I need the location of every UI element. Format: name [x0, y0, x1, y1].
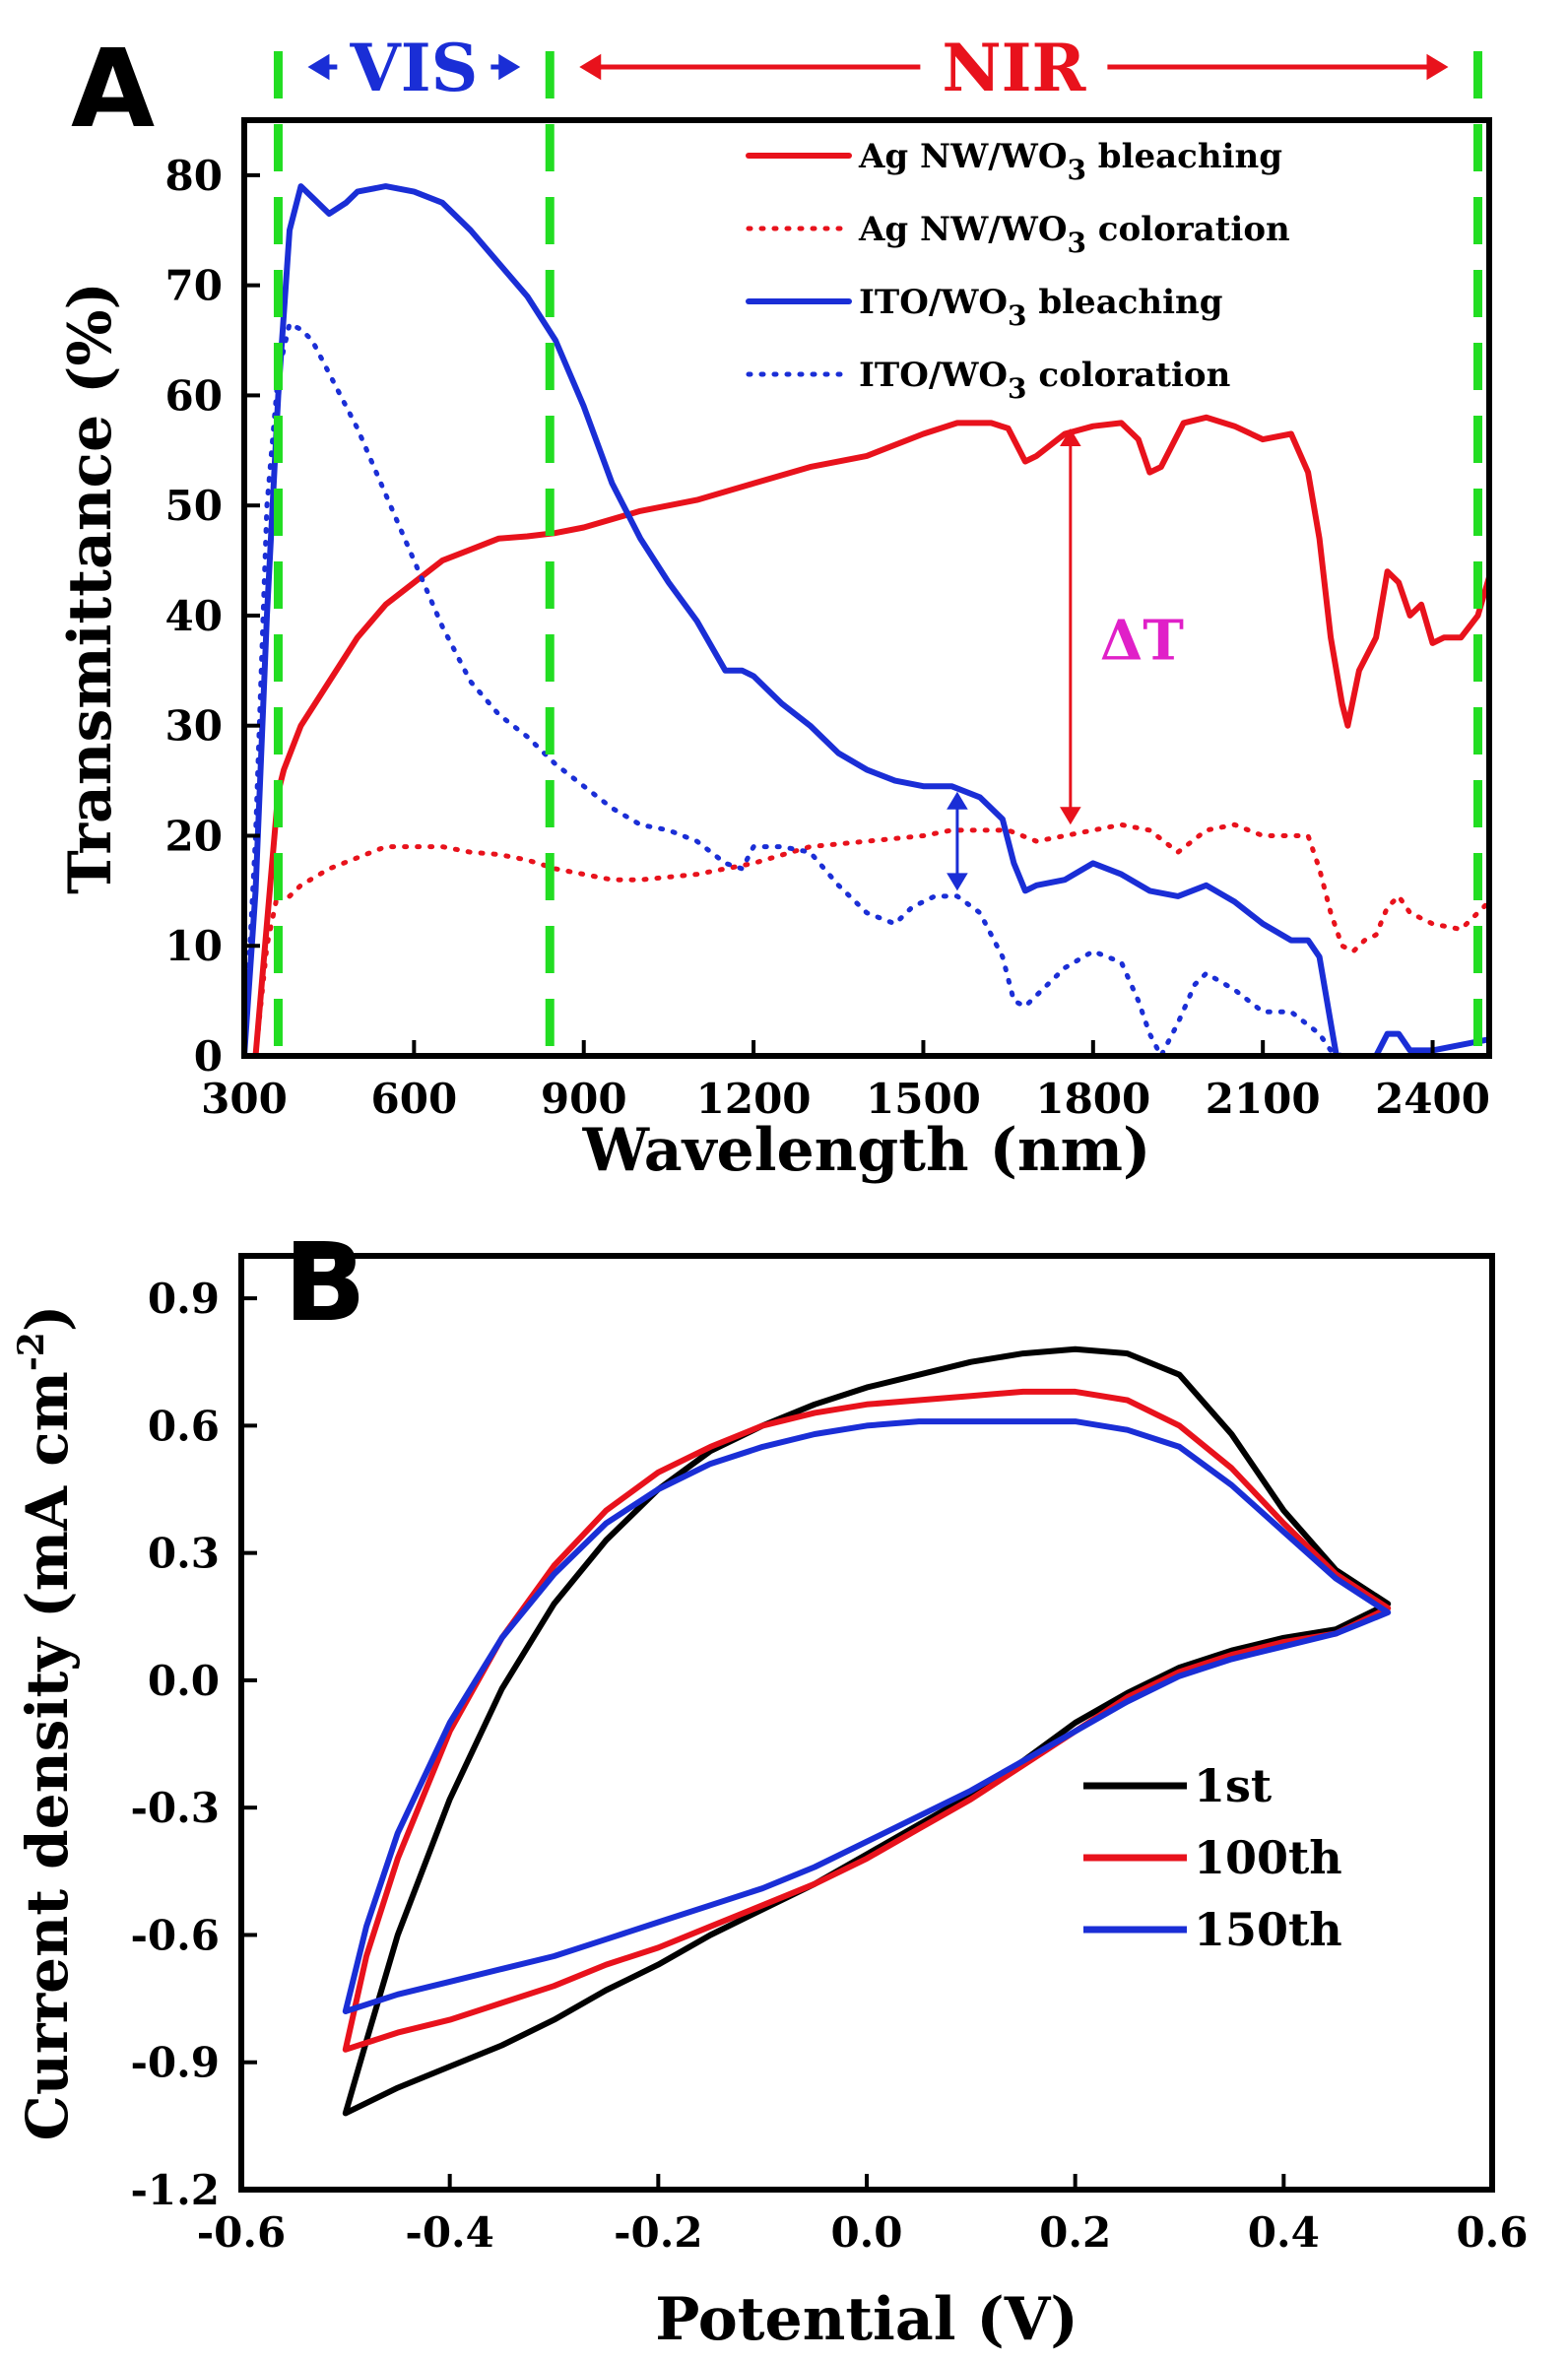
- legend-entry-suffix-0: bleaching: [1086, 137, 1282, 176]
- region-label-0: VIS: [349, 30, 478, 106]
- legend-entry-name-2: ITO/WO: [859, 283, 1008, 322]
- y-tick-label-a-4: 40: [165, 592, 223, 640]
- x-axis-label-a: Wavelength (nm): [582, 1116, 1151, 1185]
- legend-entry-name-3: ITO/WO: [859, 356, 1008, 395]
- legend-entry-0: Ag NW/WO3 bleaching: [858, 137, 1282, 186]
- x-tick-label-b-3: 0.0: [830, 2208, 902, 2257]
- region-arrow-right-head-0: [498, 53, 521, 81]
- panel-label-a: A: [71, 26, 155, 152]
- y-tick-label-a-8: 80: [165, 152, 223, 200]
- transmittance-chart: A ΔT 300 600 900 1200 1500 1800 2100 2400 0 10 20 30…: [56, 26, 1492, 1185]
- x-tick-label-a-5: 1800: [1035, 1075, 1150, 1123]
- legend-entry-suffix-1: coloration: [1086, 210, 1290, 249]
- cv-loop-0: [342, 1345, 1392, 2117]
- region-arrow-left-head-1: [579, 53, 602, 81]
- y-tick-label-a-6: 60: [165, 371, 223, 420]
- delta-t-annotation: ΔT: [1100, 608, 1184, 673]
- legend-b-entry-2: 150th: [1194, 1903, 1342, 1956]
- plot-area-a: ΔT: [241, 183, 1492, 1059]
- y-tick-label-b-3: -0.3: [130, 1784, 220, 1832]
- x-tick-label-b-4: 0.2: [1039, 2208, 1111, 2257]
- x-tick-label-a-0: 300: [201, 1075, 288, 1123]
- legend-entry-sub-2: 3: [1008, 299, 1026, 332]
- legend-entry-name-0: Ag NW/WO: [858, 137, 1067, 176]
- y-tick-label-a-5: 50: [165, 482, 223, 530]
- y-tick-label-a-0: 0: [194, 1032, 223, 1081]
- series-line-0: [252, 414, 1492, 1059]
- y-tick-label-a-2: 20: [165, 812, 223, 860]
- y-tick-label-b-1: -0.9: [130, 2039, 220, 2087]
- x-tick-label-a-6: 2100: [1206, 1075, 1321, 1123]
- legend-b: 1st 100th 150th: [1083, 1759, 1342, 1956]
- panel-b: B -0.6 -0.4 -0.2 0.0 0.2 0.4 0.6 -1.2 -0.9 -0.6 -0…: [0, 1192, 1568, 2362]
- y-axis-label-b-close: ): [14, 1305, 81, 1332]
- x-tick-label-a-3: 1200: [696, 1075, 812, 1123]
- legend-entry-2: ITO/WO3 bleaching: [859, 283, 1223, 332]
- legend-entry-name-1: Ag NW/WO: [858, 210, 1067, 249]
- y-tick-label-b-4: 0.0: [148, 1657, 220, 1705]
- x-tick-label-a-1: 600: [371, 1075, 458, 1123]
- y-tick-label-b-5: 0.3: [148, 1530, 220, 1578]
- y-tick-label-a-7: 70: [165, 262, 223, 310]
- legend-entry-sub-1: 3: [1067, 227, 1085, 259]
- legend-entry-sub-3: 3: [1008, 372, 1026, 405]
- y-tick-label-b-0: -1.2: [130, 2166, 220, 2214]
- series-line-2: [241, 183, 1492, 1059]
- y-tick-label-b-2: -0.6: [130, 1911, 220, 1959]
- cyclic-voltammetry-chart: B -0.6 -0.4 -0.2 0.0 0.2 0.4 0.6 -1.2 -0.9 -0.6 -0…: [11, 1219, 1529, 2354]
- x-tick-label-b-1: -0.4: [405, 2208, 494, 2257]
- y-axis-label-b-main: Current density (mA cm: [14, 1371, 81, 2140]
- panel-a: A ΔT 300 600 900 1200 1500 1800 2100 2400 0 10 20 30…: [56, 26, 1492, 1185]
- series-line-3: [241, 321, 1492, 1059]
- plot-area-b: [342, 1345, 1392, 2117]
- legend-entry-1: Ag NW/WO3 coloration: [858, 210, 1290, 259]
- legend-b-entry-1: 100th: [1194, 1831, 1342, 1884]
- y-tick-label-a-3: 30: [165, 702, 223, 751]
- region-arrow-right-head-1: [1426, 53, 1449, 81]
- legend-entry-sub-0: 3: [1067, 154, 1085, 186]
- cv-loop-1: [342, 1388, 1392, 2053]
- delta-arrow-head-bottom-1: [947, 873, 968, 891]
- x-tick-label-b-2: -0.2: [614, 2208, 703, 2257]
- legend-entry-suffix-2: bleaching: [1027, 283, 1223, 322]
- x-tick-label-a-7: 2400: [1375, 1075, 1490, 1123]
- series-line-1: [253, 821, 1492, 1059]
- delta-arrow-head-top-1: [947, 791, 968, 810]
- x-axis-label-b: Potential (V): [655, 2285, 1078, 2354]
- region-header-1: NIR: [579, 30, 1449, 106]
- x-tick-label-a-4: 1500: [866, 1075, 981, 1123]
- y-tick-label-b-6: 0.6: [148, 1402, 220, 1450]
- panel-label-b: B: [284, 1219, 366, 1345]
- x-tick-label-b-6: 0.6: [1456, 2208, 1528, 2257]
- y-axis-label-a: Transmittance (%): [56, 282, 125, 894]
- region-arrow-left-head-0: [307, 53, 330, 81]
- y-tick-label-b-7: 0.9: [148, 1275, 220, 1323]
- plot-frame-b: [238, 1253, 1495, 2193]
- y-axis-label-b-sup: -2: [11, 1332, 52, 1371]
- region-label-1: NIR: [942, 30, 1086, 106]
- legend-b-entry-0: 1st: [1194, 1759, 1273, 1812]
- plot-frame-a: [241, 117, 1492, 1059]
- x-tick-label-a-2: 900: [541, 1075, 627, 1123]
- legend-entry-3: ITO/WO3 coloration: [859, 356, 1230, 405]
- delta-arrow-head-bottom-0: [1060, 807, 1081, 825]
- y-axis-label-b: Current density (mA cm-2): [11, 1305, 81, 2141]
- x-tick-label-b-5: 0.4: [1248, 2208, 1320, 2257]
- delta-arrow-head-top-0: [1060, 427, 1081, 446]
- cv-loop-2: [342, 1418, 1392, 2014]
- x-tick-label-b-0: -0.6: [197, 2208, 287, 2257]
- region-header-0: VIS: [307, 30, 521, 106]
- y-tick-label-a-1: 10: [165, 922, 223, 970]
- legend-entry-suffix-3: coloration: [1027, 356, 1231, 395]
